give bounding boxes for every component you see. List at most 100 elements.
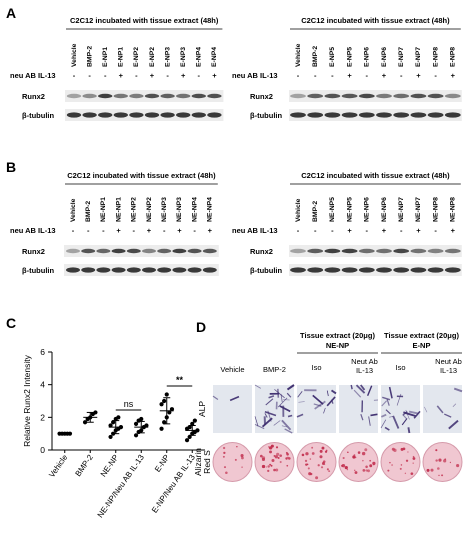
alizarin-nodule — [389, 461, 391, 464]
lane-label: E-NP5 — [346, 47, 353, 67]
lane-label: NE-NP8 — [450, 197, 457, 222]
blot-strip — [65, 90, 224, 102]
alp-stain — [326, 390, 329, 397]
alizarin-nodule — [285, 457, 288, 460]
alizarin-well — [380, 442, 421, 482]
alizarin-nodule — [435, 459, 438, 462]
column-label: IL-13 — [356, 366, 373, 375]
lane-label: E-NP1 — [102, 47, 109, 67]
alp-stain — [360, 384, 366, 391]
lane-label: NE-NP7 — [398, 197, 405, 222]
alizarin-nodule — [236, 445, 238, 448]
treatment-sign: + — [347, 226, 352, 235]
treatment-sign: - — [297, 226, 300, 235]
sig-label: ** — [176, 375, 184, 385]
data-point — [116, 415, 121, 420]
alizarin-nodule — [342, 456, 345, 460]
band — [96, 267, 111, 273]
band — [111, 267, 126, 273]
band — [324, 248, 341, 254]
band — [393, 112, 410, 118]
treatment-sign: - — [314, 226, 317, 235]
band — [444, 248, 461, 254]
alizarin-nodule — [311, 452, 315, 455]
alp-stain — [297, 391, 303, 398]
alp-image — [381, 385, 420, 433]
alp-stain — [254, 384, 262, 389]
alizarin-nodule — [271, 458, 275, 462]
data-point — [139, 416, 144, 422]
band — [444, 93, 461, 99]
alizarin-nodule — [426, 468, 430, 472]
alizarin-nodule — [265, 466, 267, 468]
band — [176, 93, 191, 99]
y-tick-label: 0 — [40, 445, 45, 455]
lane-label: BMP-2 — [85, 201, 92, 222]
alizarin-nodule — [321, 446, 325, 450]
treatment-sign: - — [314, 71, 317, 80]
alizarin-nodule — [441, 474, 444, 477]
alp-stain — [314, 400, 326, 410]
row-label: β-tubulin — [22, 266, 54, 275]
row-label: Runx2 — [250, 92, 273, 101]
row-label: ALP — [197, 401, 207, 417]
treatment-sign: + — [181, 71, 186, 80]
alp-stain — [392, 415, 400, 429]
lane-label: NE-NP1 — [115, 197, 122, 222]
row-label: β-tubulin — [250, 266, 282, 275]
lane-label: NE-NP3 — [176, 197, 183, 222]
lane-label: E-NP3 — [180, 47, 187, 67]
band — [427, 112, 444, 118]
blot-header: C2C12 incubated with tissue extract (48h… — [301, 16, 450, 25]
blot-strip — [289, 264, 462, 276]
blot-header: C2C12 incubated with tissue extract (48h… — [67, 171, 216, 180]
alizarin-nodule — [435, 449, 438, 452]
treatment-sign: - — [88, 71, 91, 80]
band — [66, 112, 82, 118]
alizarin-nodule — [365, 465, 368, 469]
alp-stain — [264, 413, 268, 418]
alizarin-nodule — [268, 446, 272, 450]
band — [393, 248, 410, 254]
band — [66, 267, 80, 273]
alizarin-nodule — [369, 459, 372, 462]
data-point — [190, 421, 195, 426]
treatment-sign: + — [150, 71, 155, 80]
lane-label: Vehicle — [295, 43, 302, 67]
band — [358, 93, 375, 99]
alp-image — [423, 385, 462, 433]
alp-stain — [380, 413, 387, 418]
alizarin-nodule — [223, 451, 226, 455]
treatment-label: neu AB IL-13 — [10, 71, 56, 80]
alp-stain — [286, 384, 295, 391]
alp-stain — [254, 423, 265, 430]
row-label: Runx2 — [250, 247, 273, 256]
data-point — [162, 398, 167, 404]
alp-stain — [385, 409, 391, 415]
treatment-sign: - — [104, 71, 107, 80]
lane-label: E-NP8 — [432, 47, 439, 67]
treatment-sign: - — [366, 226, 369, 235]
row-label: Alizarin — [193, 448, 203, 476]
alp-stain — [274, 389, 285, 399]
alizarin-nodule — [438, 474, 440, 477]
lane-label: E-NP7 — [415, 47, 422, 67]
alizarin-nodule — [361, 451, 366, 456]
alizarin-well — [212, 442, 253, 482]
lane-label: E-NP3 — [164, 47, 171, 67]
band — [126, 248, 141, 254]
y-axis-label: Relative Runx2 Intensity — [22, 354, 32, 446]
alp-stain — [381, 400, 388, 407]
band — [290, 267, 306, 273]
treatment-sign: + — [416, 226, 421, 235]
alizarin-nodule — [391, 464, 393, 466]
band — [157, 248, 172, 254]
band — [427, 93, 444, 99]
lane-label: NE-NP7 — [415, 197, 422, 222]
x-tick-label: NE-NP/Neu AB IL-13 — [96, 453, 147, 520]
alizarin-nodule — [346, 468, 349, 471]
band — [160, 112, 175, 118]
band — [207, 112, 222, 118]
alizarin-nodule — [222, 455, 225, 458]
